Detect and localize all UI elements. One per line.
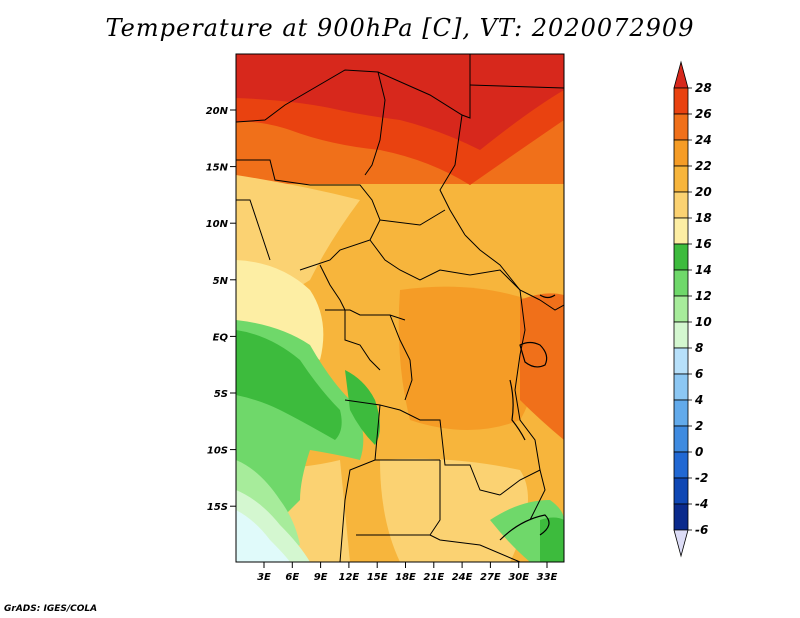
colorbar-swatch [673, 399, 689, 427]
colorbar-label: 26 [695, 107, 712, 121]
colorbar-label: 12 [695, 289, 712, 303]
colorbar-swatch [673, 269, 689, 297]
colorbar-label: -6 [695, 523, 708, 537]
colorbar-swatch [673, 321, 689, 349]
colorbar-label: 22 [695, 159, 712, 173]
colorbar-swatch [673, 451, 689, 479]
lon-label: 18E [395, 572, 416, 583]
colorbar-label: 28 [695, 81, 712, 95]
colorbar-swatch [673, 217, 689, 245]
lon-label: 33E [537, 572, 558, 583]
colorbar-swatch [673, 165, 689, 193]
lon-label: 21E [423, 572, 444, 583]
colorbar-swatch [673, 243, 689, 271]
lon-label: 24E [452, 572, 473, 583]
colorbar-label: 16 [695, 237, 712, 251]
lon-label: 30E [508, 572, 529, 583]
lon-label: 12E [339, 572, 360, 583]
lat-label: 10S [207, 446, 228, 457]
colorbar-swatch [673, 347, 689, 375]
colorbar-swatch [673, 139, 689, 167]
colorbar-swatch [673, 425, 689, 453]
colorbar-label: 8 [695, 341, 703, 355]
lon-label: 9E [314, 572, 328, 583]
country-borders [236, 54, 564, 562]
colorbar-swatch [673, 373, 689, 401]
colorbar-swatch [673, 295, 689, 323]
colorbar-label: 4 [694, 393, 703, 407]
colorbar-swatch [673, 477, 689, 505]
lat-label: 15N [206, 163, 229, 174]
colorbar-swatch [673, 191, 689, 219]
lat-label: 5S [214, 389, 228, 400]
colorbar-swatch [673, 503, 689, 531]
colorbar-swatch [673, 113, 689, 141]
colorbar-swatch [673, 87, 689, 115]
colorbar-label: -2 [695, 471, 708, 485]
colorbar-label: 10 [695, 315, 712, 329]
map-title: Temperature at 900hPa [C], VT: 202007290… [105, 14, 695, 42]
temperature-field [236, 54, 564, 562]
latitude-axis: 20N 15N 10N 5N EQ 5S 10S 15S [206, 106, 236, 513]
lat-label: EQ [213, 332, 229, 343]
lakes-and-coastline [499, 294, 556, 541]
longitude-axis: 3E 6E 9E 12E 15E 18E 21E 24E 27E 30E 33E [257, 562, 558, 583]
lon-label: 3E [257, 572, 271, 583]
colorbar-label: 18 [695, 211, 712, 225]
colorbar-label: 2 [695, 419, 703, 433]
colorbar-label: 0 [695, 445, 703, 459]
colorbar-top-arrow [673, 60, 689, 89]
lat-label: 15S [207, 502, 228, 513]
lon-label: 15E [367, 572, 388, 583]
colorbar-label: 24 [695, 133, 712, 147]
colorbar-label: 14 [695, 263, 712, 277]
lon-label: 6E [285, 572, 299, 583]
lat-label: 20N [206, 106, 229, 117]
colorbar-label: -4 [695, 497, 708, 511]
grads-credit: GrADS: IGES/COLA [4, 604, 98, 614]
colorbar-label: 6 [695, 367, 703, 381]
lat-label: 5N [213, 276, 229, 287]
lat-label: 10N [206, 219, 229, 230]
colorbar-label: 20 [695, 185, 712, 199]
colorbar-bottom-arrow [673, 529, 689, 558]
lon-label: 27E [480, 572, 501, 583]
map-frame [235, 53, 565, 563]
